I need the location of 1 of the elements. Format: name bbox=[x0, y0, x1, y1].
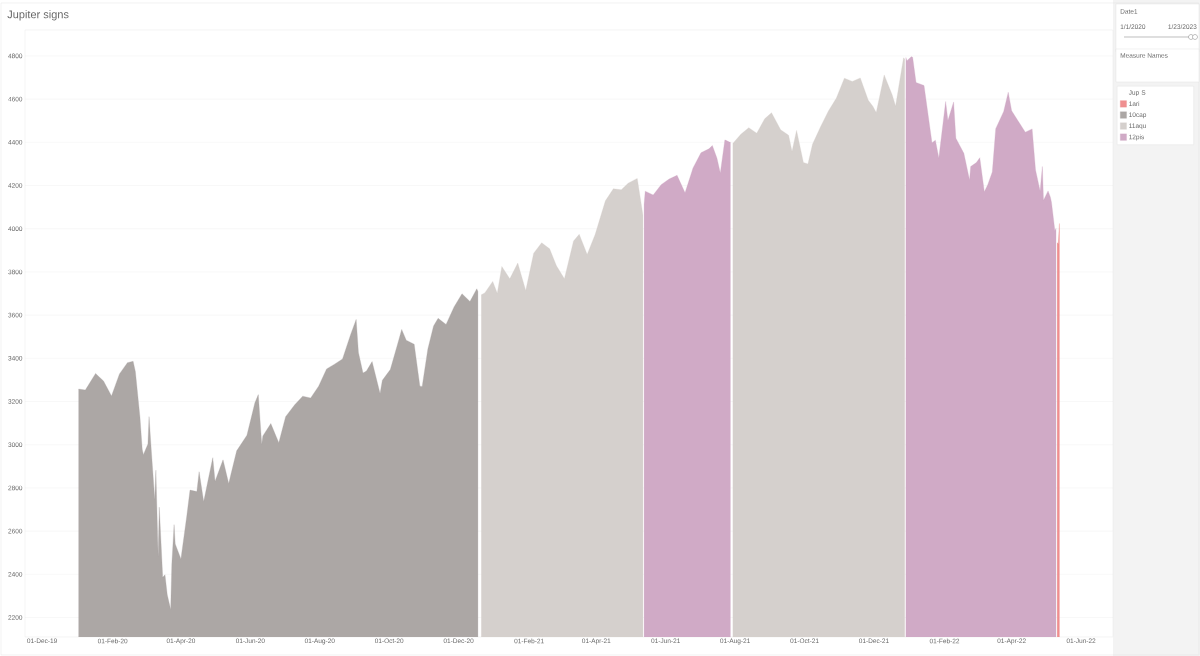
chart-title: Jupiter signs bbox=[7, 10, 69, 21]
